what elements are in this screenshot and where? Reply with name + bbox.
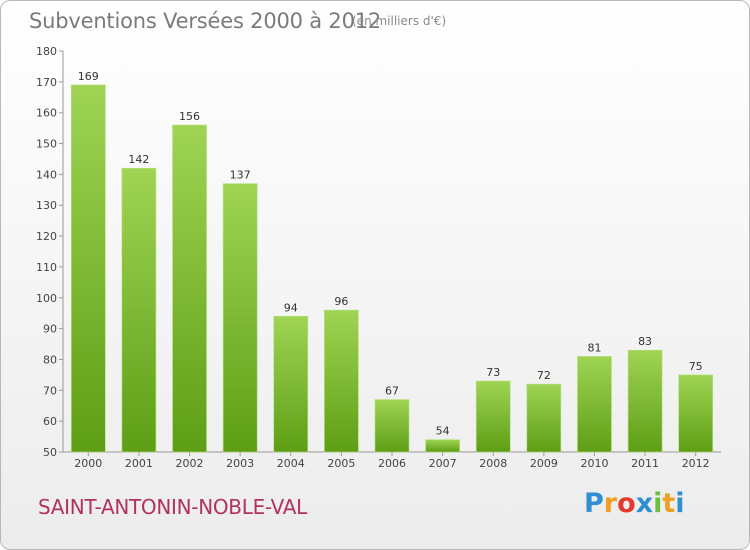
bar-value-label: 54 (436, 425, 450, 438)
bar-value-label: 142 (128, 153, 149, 166)
bar (678, 374, 713, 453)
bar (475, 380, 511, 453)
logo-letter: o (617, 488, 636, 519)
y-tick-label: 100 (36, 292, 57, 305)
y-tick-label: 90 (43, 323, 57, 336)
y-tick-label: 160 (36, 107, 57, 120)
bar-value-label: 81 (587, 341, 601, 354)
bar (273, 315, 309, 453)
bar (577, 356, 612, 453)
chart-axes: 50 60 70 80 90 100 110 120 130 140 150 160 170 180 (36, 45, 721, 459)
proxiti-logo[interactable]: Proxiti (584, 488, 685, 519)
x-tick-label: 2012 (682, 457, 710, 470)
bar (222, 183, 258, 453)
bar (324, 309, 359, 453)
bar (172, 124, 207, 453)
x-tick-label: 2000 (74, 457, 102, 470)
y-tick-label: 180 (36, 45, 57, 58)
chart-subtitle: (en milliers d'€) (352, 14, 447, 28)
chart-title: Subventions Versées 2000 à 2012 (29, 9, 382, 33)
bar (374, 399, 410, 453)
bar-value-label: 75 (689, 360, 703, 373)
logo-letter: x (635, 488, 654, 519)
logo-letter: i (675, 488, 685, 519)
bar-value-label: 137 (230, 169, 251, 182)
x-tick-label: 2010 (580, 457, 608, 470)
x-tick-label: 2007 (429, 457, 457, 470)
bar (627, 349, 663, 453)
logo-letter: i (653, 488, 663, 519)
x-tick-label: 2006 (378, 457, 406, 470)
logo-letter: t (662, 488, 676, 519)
y-tick-label: 150 (36, 138, 57, 151)
logo-letter: P (584, 488, 604, 519)
bar-value-label: 83 (638, 335, 652, 348)
bar-value-label: 169 (78, 70, 99, 83)
y-tick-label: 50 (43, 446, 57, 459)
y-tick-label: 60 (43, 415, 57, 428)
logo-letter: r (603, 488, 618, 519)
y-tick-label: 140 (36, 168, 57, 181)
chart-bars (71, 84, 713, 453)
bar (71, 84, 106, 453)
bar-value-label: 73 (486, 366, 500, 379)
x-tick-label: 2002 (176, 457, 204, 470)
bar-value-label: 94 (284, 301, 298, 314)
y-tick-label: 70 (43, 384, 57, 397)
x-tick-label: 2001 (125, 457, 153, 470)
y-tick-label: 130 (36, 199, 57, 212)
bar-value-label: 96 (334, 295, 348, 308)
x-tick-label: 2009 (530, 457, 558, 470)
y-tick-label: 170 (36, 76, 57, 89)
y-tick-label: 80 (43, 353, 57, 366)
bar (526, 383, 562, 453)
bar-value-label: 67 (385, 385, 399, 398)
x-tick-label: 2005 (327, 457, 355, 470)
bar-value-label: 72 (537, 369, 551, 382)
bar-value-label: 156 (179, 110, 200, 123)
x-tick-label: 2003 (226, 457, 254, 470)
y-tick-label: 110 (36, 261, 57, 274)
chart-labels: 169 2000 142 2001 156 2002 137 2003 94 2004 96 2005… (74, 70, 709, 470)
x-tick-label: 2008 (479, 457, 507, 470)
y-tick-label: 120 (36, 230, 57, 243)
commune-name: SAINT-ANTONIN-NOBLE-VAL (38, 495, 307, 519)
x-tick-label: 2004 (277, 457, 305, 470)
x-tick-label: 2011 (631, 457, 659, 470)
bar (425, 439, 460, 453)
bar (121, 167, 157, 453)
